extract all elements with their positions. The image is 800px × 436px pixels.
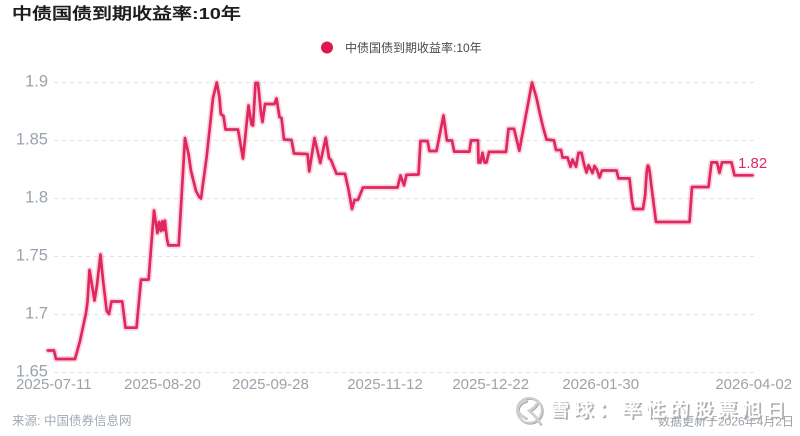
svg-text:1.7: 1.7 (25, 305, 48, 323)
svg-text:2025-07-11: 2025-07-11 (16, 376, 92, 393)
svg-text:来源: 中国债券信息网: 来源: 中国债券信息网 (12, 413, 131, 428)
svg-text:1.85: 1.85 (16, 131, 48, 149)
svg-text:数据更新于2026年4月2日: 数据更新于2026年4月2日 (658, 414, 794, 429)
svg-text:中债国债到期收益率:10年: 中债国债到期收益率:10年 (345, 40, 482, 55)
svg-text:2026-04-02: 2026-04-02 (715, 376, 792, 393)
svg-text:2025-11-12: 2025-11-12 (347, 376, 423, 393)
svg-text:1.9: 1.9 (25, 73, 48, 91)
svg-text:1.82: 1.82 (738, 155, 767, 172)
svg-text:2025-08-20: 2025-08-20 (124, 376, 201, 393)
svg-text:2025-12-22: 2025-12-22 (452, 376, 529, 393)
svg-text:雪球：率性的股票旭日: 雪球：率性的股票旭日 (550, 398, 790, 421)
svg-text:1.65: 1.65 (16, 363, 48, 381)
svg-text:2025-09-28: 2025-09-28 (232, 376, 309, 393)
svg-text:雪球：率性的股票旭日: 雪球：率性的股票旭日 (552, 400, 792, 423)
svg-text:2026-01-30: 2026-01-30 (562, 376, 639, 393)
svg-text:1.8: 1.8 (25, 189, 48, 207)
svg-text:1.75: 1.75 (16, 247, 48, 265)
